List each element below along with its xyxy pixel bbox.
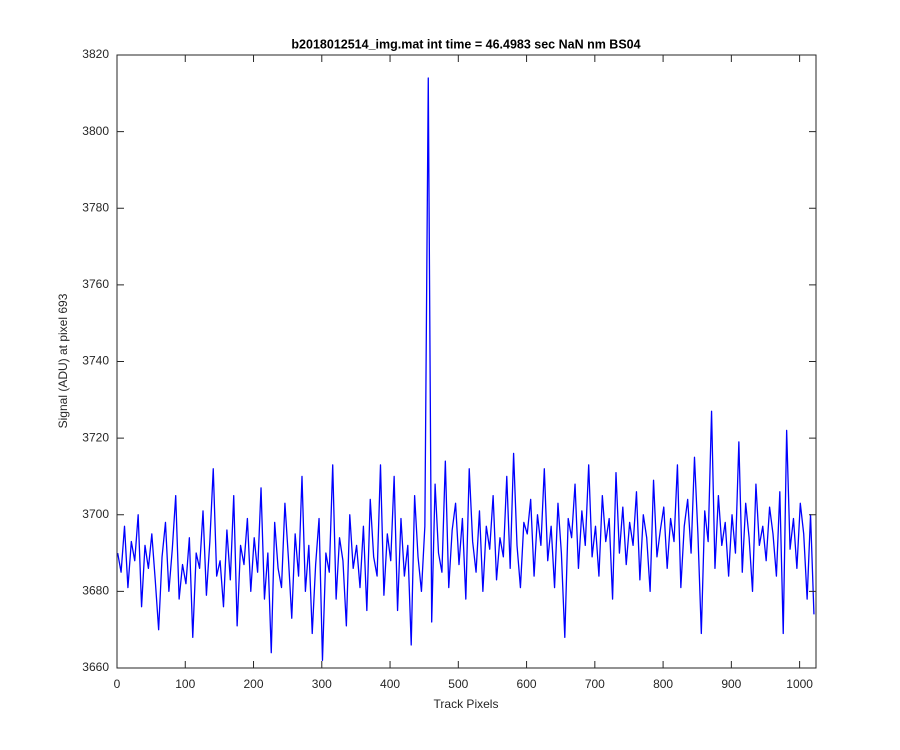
x-tick-label: 100 (175, 677, 195, 691)
x-tick-label: 200 (244, 677, 264, 691)
x-tick-label: 900 (721, 677, 741, 691)
x-tick-label: 1000 (786, 677, 813, 691)
x-tick-label: 500 (448, 677, 468, 691)
x-tick-label: 400 (380, 677, 400, 691)
y-tick-label: 3700 (82, 507, 109, 521)
y-tick-label: 3760 (82, 277, 109, 291)
plot-area (117, 77, 815, 661)
x-tick-label: 800 (653, 677, 673, 691)
x-tick-label: 0 (114, 677, 121, 691)
x-tick-label: 600 (517, 677, 537, 691)
y-tick-label: 3800 (82, 124, 109, 138)
y-tick-label: 3780 (82, 200, 109, 214)
y-axis-label: Signal (ADU) at pixel 693 (56, 293, 70, 428)
data-line (117, 77, 815, 661)
y-tick-label: 3660 (82, 660, 109, 674)
chart-title: b2018012514_img.mat int time = 46.4983 s… (291, 37, 640, 51)
y-tick-label: 3820 (82, 47, 109, 61)
y-tick-label: 3740 (82, 354, 109, 368)
y-tick-label: 3720 (82, 430, 109, 444)
y-tick-label: 3680 (82, 584, 109, 598)
x-axis-label: Track Pixels (434, 697, 499, 711)
x-tick-label: 300 (312, 677, 332, 691)
x-tick-label: 700 (585, 677, 605, 691)
